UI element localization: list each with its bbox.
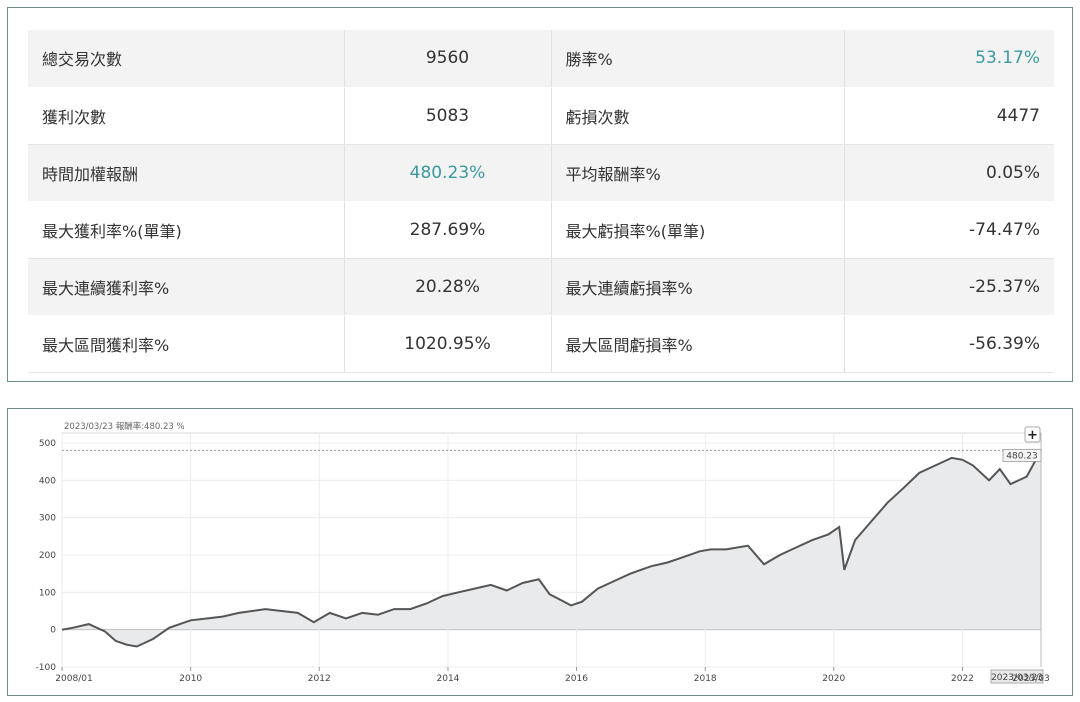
stat-label: 最大區間虧損率% (550, 314, 844, 373)
stat-label: 虧損次數 (550, 86, 844, 145)
stats-table: 總交易次數 9560 勝率% 53.17% 獲利次數 5083 虧損次數 4477 時間加權報酬… (28, 30, 1054, 373)
y-tick-label: 400 (39, 476, 56, 486)
series-line (61, 449, 1042, 648)
stats-row: 時間加權報酬 480.23% 平均報酬率% 0.05% (28, 144, 1054, 202)
stat-label: 總交易次數 (28, 30, 344, 88)
stat-value: 480.23% (343, 144, 551, 202)
stats-row: 最大獲利率%(單筆) 287.69% 最大虧損率%(單筆) -74.47% (28, 200, 1054, 259)
x-tick-label: 2014 (437, 674, 460, 684)
zoom-button[interactable] (1024, 426, 1041, 443)
y-tick-label: 300 (39, 514, 56, 524)
return-chart[interactable]: -100 0 100 200 300 400 500 2008/01 2010 2012 2014 2… (8, 409, 1072, 695)
hover-info: 2023/03/23 報酬率:480.23 % (64, 421, 185, 432)
x-tick-label: 2016 (565, 674, 588, 684)
y-tick-label: 200 (39, 551, 56, 561)
stat-label: 最大區間獲利率% (28, 314, 344, 373)
y-tick-label: 100 (39, 588, 56, 598)
stat-label: 平均報酬率% (550, 144, 844, 202)
stat-label: 最大連續獲利率% (28, 258, 344, 316)
stat-label: 時間加權報酬 (28, 144, 344, 202)
stat-value: -25.37% (843, 258, 1054, 316)
stat-value: 53.17% (843, 30, 1054, 88)
y-tick-label: 500 (39, 439, 56, 449)
zoom-plus-icon: + (1027, 428, 1038, 443)
y-tick-label: -100 (36, 663, 57, 673)
chart-panel: -100 0 100 200 300 400 500 2008/01 2010 2012 2014 2… (7, 408, 1073, 696)
series-area (62, 450, 1041, 647)
stat-value: 0.05% (843, 144, 1054, 202)
x-tick-label: 2022 (951, 674, 974, 684)
date-tail-label: 2023/03 (1012, 674, 1049, 684)
stats-row: 最大連續獲利率% 20.28% 最大連續虧損率% -25.37% (28, 258, 1054, 316)
stat-label: 最大虧損率%(單筆) (550, 200, 844, 259)
date-label-box (990, 669, 1044, 684)
stats-row: 獲利次數 5083 虧損次數 4477 (28, 86, 1054, 145)
x-tick-label: 2008/01 (55, 674, 92, 684)
stat-value: 5083 (343, 86, 551, 145)
x-tick-label: 2012 (308, 674, 331, 684)
stat-label: 獲利次數 (28, 86, 344, 145)
stats-panel: 總交易次數 9560 勝率% 53.17% 獲利次數 5083 虧損次數 4477 時間加權報酬… (7, 7, 1073, 382)
stat-value: 4477 (843, 86, 1054, 145)
date-label: 2023/03/23 (991, 673, 1043, 683)
stats-row: 總交易次數 9560 勝率% 53.17% (28, 30, 1054, 88)
stat-label: 最大連續虧損率% (550, 258, 844, 316)
last-value-box (1002, 448, 1042, 462)
stat-value: 20.28% (343, 258, 551, 316)
stat-value: 9560 (343, 30, 551, 88)
stats-row: 最大區間獲利率% 1020.95% 最大區間虧損率% -56.39% (28, 314, 1054, 373)
stat-value: -56.39% (843, 314, 1054, 373)
stat-value: -74.47% (843, 200, 1054, 259)
x-tick-label: 2020 (822, 674, 845, 684)
last-value-label: 480.23 (1006, 451, 1038, 461)
stat-label: 最大獲利率%(單筆) (28, 200, 344, 259)
y-tick-label: 0 (50, 626, 56, 636)
stat-value: 287.69% (343, 200, 551, 259)
stat-label: 勝率% (550, 30, 844, 88)
stat-value: 1020.95% (343, 314, 551, 373)
x-tick-label: 2010 (179, 674, 202, 684)
x-tick-label: 2018 (694, 674, 717, 684)
